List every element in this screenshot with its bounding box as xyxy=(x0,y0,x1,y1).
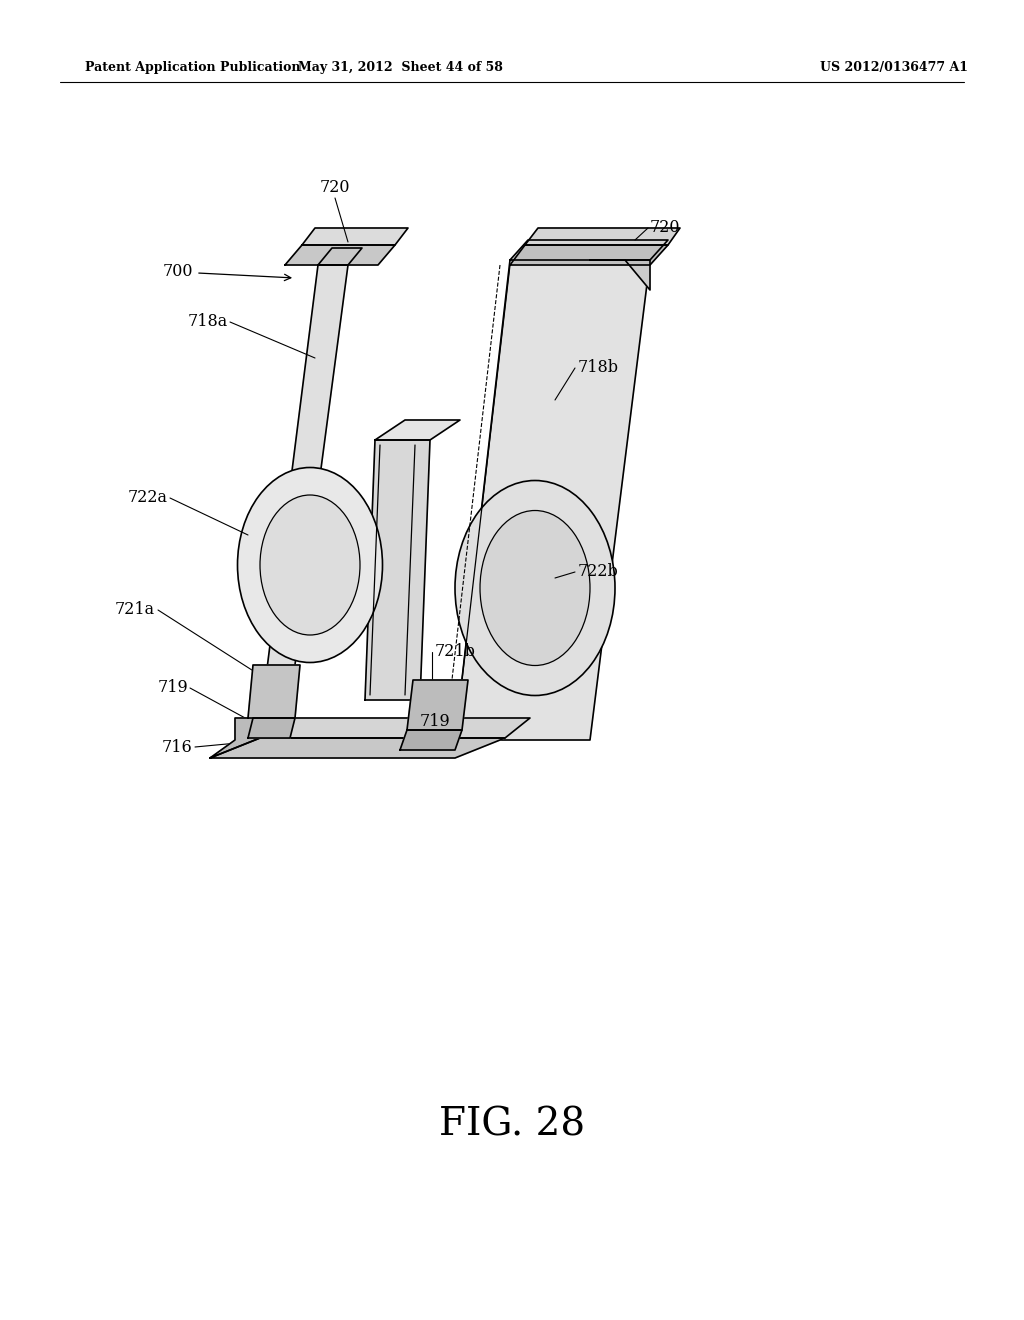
Polygon shape xyxy=(407,680,468,730)
Text: 700: 700 xyxy=(163,264,291,281)
Polygon shape xyxy=(455,260,650,741)
Ellipse shape xyxy=(238,467,383,663)
Polygon shape xyxy=(400,730,462,750)
Polygon shape xyxy=(260,718,530,738)
Text: FIG. 28: FIG. 28 xyxy=(439,1106,585,1143)
Polygon shape xyxy=(510,240,668,260)
Polygon shape xyxy=(525,228,680,246)
Polygon shape xyxy=(318,248,362,265)
Polygon shape xyxy=(590,260,650,290)
Text: 719: 719 xyxy=(158,680,188,697)
Polygon shape xyxy=(285,246,395,265)
Polygon shape xyxy=(210,738,505,758)
Polygon shape xyxy=(302,228,408,246)
Text: 721a: 721a xyxy=(115,602,155,619)
Text: 718a: 718a xyxy=(187,314,228,330)
Polygon shape xyxy=(375,420,460,440)
Polygon shape xyxy=(248,665,300,718)
Text: 721b: 721b xyxy=(435,644,476,660)
Polygon shape xyxy=(248,718,295,738)
Text: US 2012/0136477 A1: US 2012/0136477 A1 xyxy=(820,62,968,74)
Text: May 31, 2012  Sheet 44 of 58: May 31, 2012 Sheet 44 of 58 xyxy=(298,62,503,74)
Polygon shape xyxy=(210,718,285,758)
Polygon shape xyxy=(365,440,430,700)
Text: 722a: 722a xyxy=(128,490,168,507)
Ellipse shape xyxy=(455,480,615,696)
Ellipse shape xyxy=(480,511,590,665)
Ellipse shape xyxy=(260,495,360,635)
Text: 720: 720 xyxy=(650,219,681,236)
Text: 716: 716 xyxy=(161,739,193,756)
Text: 719: 719 xyxy=(420,714,451,730)
Polygon shape xyxy=(510,246,668,265)
Text: 718b: 718b xyxy=(578,359,618,376)
Text: 720: 720 xyxy=(319,180,350,197)
Text: 722b: 722b xyxy=(578,564,618,581)
Text: Patent Application Publication: Patent Application Publication xyxy=(85,62,300,74)
Polygon shape xyxy=(258,265,348,741)
